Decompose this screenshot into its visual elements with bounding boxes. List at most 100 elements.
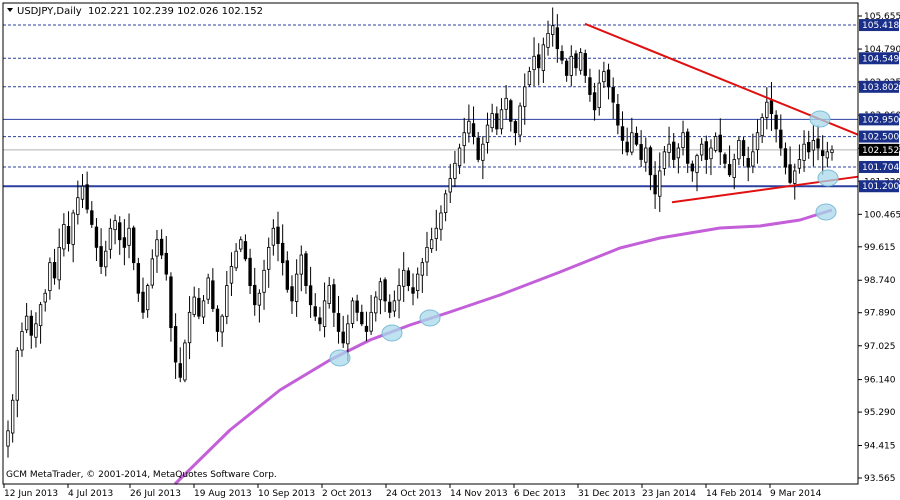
candle-body [104, 250, 108, 268]
candle-body [676, 147, 681, 159]
candle-body [667, 143, 671, 153]
x-tick-label: 2 Oct 2013 [322, 489, 372, 499]
candle [746, 146, 750, 182]
moving-average-layer [173, 208, 833, 486]
candle-body [807, 142, 811, 153]
x-tick-label: 4 Jul 2013 [68, 489, 113, 499]
candle-body [825, 151, 830, 159]
candle-body [378, 281, 383, 301]
x-tick-label: 23 Jan 2014 [642, 489, 696, 499]
candle-body [392, 300, 397, 312]
candle-body [606, 69, 611, 88]
candle [383, 277, 387, 313]
level-label-box [859, 19, 899, 32]
candle-body [360, 311, 364, 325]
candle-body [411, 287, 415, 294]
candle [462, 117, 466, 164]
candle-body [206, 277, 210, 300]
candle-body [802, 143, 806, 161]
x-tick-label: 24 Oct 2013 [386, 489, 442, 499]
candle [94, 218, 99, 262]
candle [667, 126, 671, 167]
candle [709, 139, 713, 176]
candle [332, 278, 336, 327]
candle-body [80, 185, 85, 200]
candle [541, 37, 546, 84]
current-price-box [859, 143, 899, 156]
candle [402, 252, 406, 302]
candle [504, 85, 508, 120]
candle-body [681, 132, 685, 149]
y-tick-label: 93.565 [864, 474, 896, 484]
candle [546, 20, 550, 56]
x-tick-label: 9 Mar 2014 [770, 489, 822, 499]
candle-body [662, 151, 667, 169]
candle [364, 311, 369, 342]
candle-body [239, 239, 243, 250]
y-tick-label: 94.415 [864, 442, 896, 452]
candle-body [253, 284, 257, 306]
candle-body [355, 300, 359, 313]
candle-body [634, 132, 639, 145]
candle-body [495, 113, 499, 130]
candle [118, 216, 122, 255]
candle-body [578, 52, 583, 71]
candle-body [383, 279, 387, 302]
candle [57, 228, 61, 290]
candle [187, 296, 192, 360]
candle-body [630, 132, 634, 153]
candle [308, 266, 313, 318]
candle-body [471, 123, 476, 137]
candle-body [537, 54, 541, 69]
candle-body [290, 286, 294, 302]
candle [825, 141, 830, 168]
candle [737, 136, 741, 166]
x-tick-label: 14 Nov 2013 [450, 489, 508, 499]
highlight-marker [381, 324, 403, 342]
dropdown-triangle-icon[interactable] [7, 8, 13, 12]
candle-body [48, 262, 52, 292]
candle [509, 98, 513, 132]
candle [271, 219, 276, 256]
candle [755, 119, 760, 164]
candle [713, 132, 718, 153]
candle [802, 130, 806, 172]
highlight-layer [329, 110, 839, 367]
candle-body [43, 292, 47, 303]
candle [616, 93, 620, 135]
candle-body [732, 159, 736, 178]
candle [10, 394, 15, 443]
level-label: 101.200 [862, 182, 899, 192]
candle [66, 211, 71, 252]
candle-body [793, 170, 797, 184]
candle-body [406, 270, 411, 286]
candle [183, 339, 187, 383]
candle [648, 145, 653, 191]
candle-body [476, 137, 480, 160]
candle [294, 259, 299, 317]
level-label: 104.549 [862, 54, 899, 64]
candle [793, 163, 797, 200]
candle-body [485, 124, 490, 143]
copyright-text: GCM MetaTrader, © 2001-2014, MetaQuotes … [6, 470, 277, 480]
candle [290, 275, 294, 315]
candle [178, 347, 182, 383]
candle [285, 251, 290, 293]
candle-body [108, 227, 113, 250]
candle-body [592, 92, 597, 111]
candle [644, 137, 648, 172]
candle-body [211, 280, 215, 309]
candle [453, 150, 457, 187]
candle [132, 225, 136, 271]
y-tick-label: 96.140 [864, 376, 896, 386]
candle-body [513, 121, 518, 134]
candle-body [132, 227, 136, 264]
candle [336, 295, 341, 344]
candle-body [453, 162, 457, 179]
moving-average-line [173, 208, 833, 486]
candle [360, 304, 364, 327]
level-label: 102.950 [862, 115, 899, 125]
candle-body [276, 226, 280, 244]
candle-body [425, 246, 429, 263]
candle [732, 153, 736, 190]
